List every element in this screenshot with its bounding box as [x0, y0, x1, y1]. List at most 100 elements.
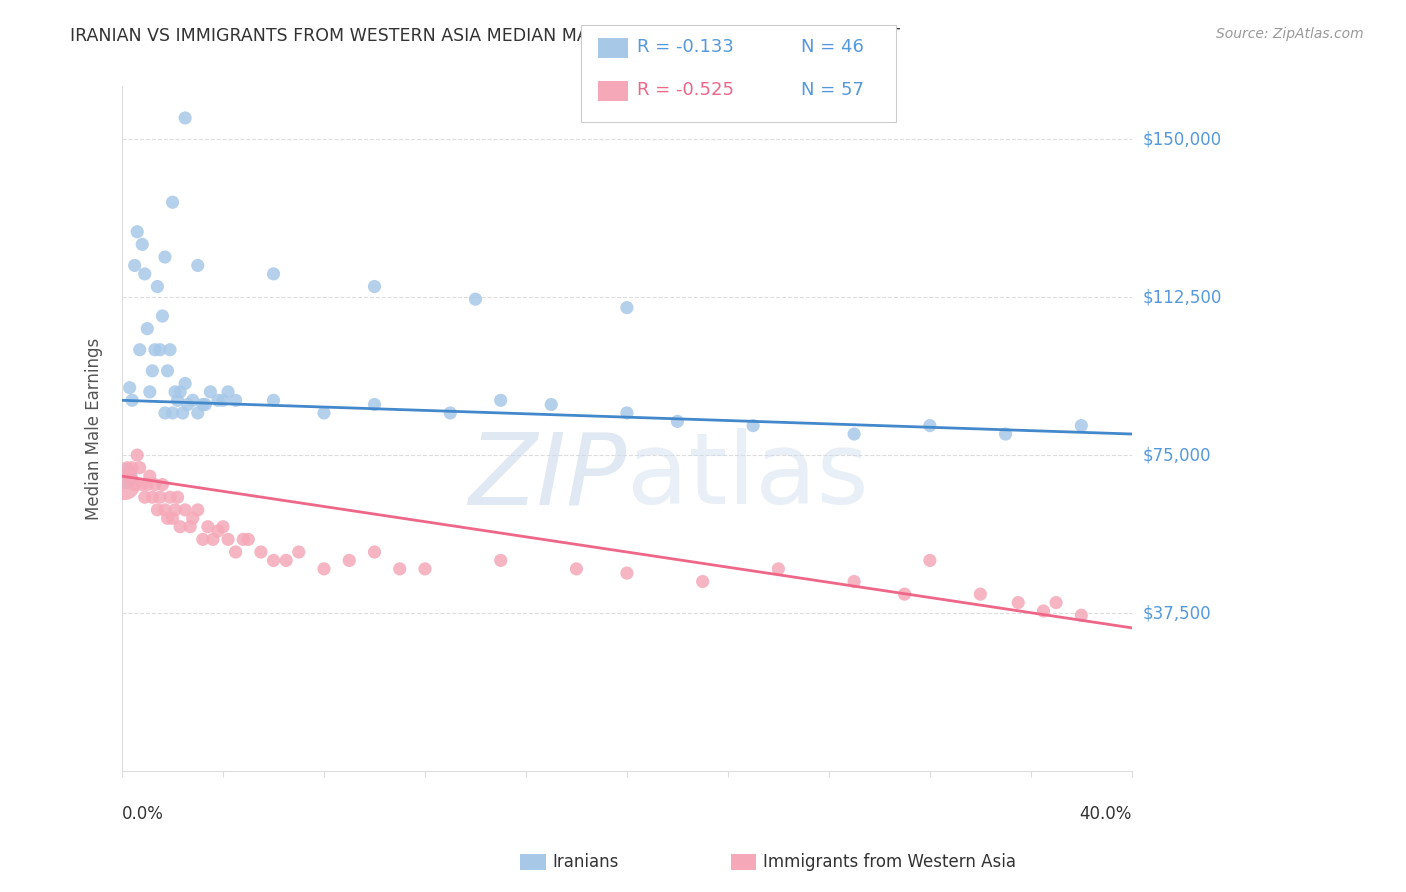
Point [225, 545, 247, 559]
Point [149, 343, 172, 357]
Point [174, 111, 197, 125]
Point [149, 490, 172, 504]
Point [232, 533, 254, 547]
Point [363, 397, 385, 411]
Text: R = -0.525: R = -0.525 [637, 81, 734, 99]
Point [139, 384, 162, 399]
Text: $150,000: $150,000 [1143, 130, 1222, 148]
Point [540, 397, 562, 411]
Point [127, 448, 149, 462]
Point [225, 393, 247, 408]
Point [312, 562, 335, 576]
Point [217, 533, 239, 547]
Point [616, 301, 638, 315]
Text: Immigrants from Western Asia: Immigrants from Western Asia [763, 853, 1017, 871]
Point [742, 418, 765, 433]
Point [388, 562, 411, 576]
Point [187, 259, 209, 273]
Point [489, 553, 512, 567]
Point [162, 511, 184, 525]
Point [1070, 608, 1092, 623]
Point [413, 562, 436, 576]
Point [134, 267, 156, 281]
Point [337, 553, 360, 567]
Text: atlas: atlas [627, 428, 869, 525]
Point [616, 406, 638, 420]
Text: Source: ZipAtlas.com: Source: ZipAtlas.com [1216, 27, 1364, 41]
Point [141, 490, 163, 504]
Point [616, 566, 638, 580]
Point [156, 364, 179, 378]
Point [181, 393, 204, 408]
Point [165, 503, 187, 517]
Point [207, 393, 229, 408]
Point [162, 195, 184, 210]
Point [172, 406, 194, 420]
Point [136, 321, 159, 335]
Point [212, 393, 235, 408]
Point [169, 384, 191, 399]
Point [187, 503, 209, 517]
Point [156, 511, 179, 525]
Point [166, 490, 188, 504]
Y-axis label: Median Male Earnings: Median Male Earnings [86, 338, 103, 520]
Point [1045, 596, 1067, 610]
Point [263, 267, 285, 281]
Point [153, 406, 176, 420]
Point [969, 587, 991, 601]
Point [893, 587, 915, 601]
Point [134, 490, 156, 504]
Point [152, 477, 174, 491]
Point [287, 545, 309, 559]
Point [165, 384, 187, 399]
Point [197, 519, 219, 533]
Point [128, 460, 150, 475]
Point [1070, 418, 1092, 433]
Point [153, 503, 176, 517]
Point [217, 384, 239, 399]
Point [489, 393, 512, 408]
Point [363, 545, 385, 559]
Point [176, 397, 198, 411]
Point [174, 503, 197, 517]
Point [191, 533, 214, 547]
Text: IRANIAN VS IMMIGRANTS FROM WESTERN ASIA MEDIAN MALE EARNINGS CORRELATION CHART: IRANIAN VS IMMIGRANTS FROM WESTERN ASIA … [70, 27, 900, 45]
Point [114, 469, 136, 483]
Point [121, 393, 143, 408]
Point [201, 533, 224, 547]
Point [238, 533, 260, 547]
Point [159, 343, 181, 357]
Point [439, 406, 461, 420]
Text: 40.0%: 40.0% [1080, 805, 1132, 823]
Point [194, 397, 217, 411]
Text: 0.0%: 0.0% [122, 805, 165, 823]
Point [146, 503, 169, 517]
Point [263, 553, 285, 567]
Point [139, 469, 162, 483]
Point [118, 469, 141, 483]
Text: N = 46: N = 46 [801, 38, 865, 56]
Point [666, 414, 689, 428]
Point [128, 343, 150, 357]
Text: $112,500: $112,500 [1143, 288, 1222, 306]
Point [191, 397, 214, 411]
Point [565, 562, 588, 576]
Point [464, 292, 486, 306]
Point [115, 460, 138, 475]
Point [153, 250, 176, 264]
Point [1032, 604, 1054, 618]
Point [143, 477, 166, 491]
Text: N = 57: N = 57 [801, 81, 865, 99]
Point [276, 553, 298, 567]
Point [918, 553, 941, 567]
Text: Iranians: Iranians [553, 853, 619, 871]
Point [363, 279, 385, 293]
Point [162, 406, 184, 420]
Point [842, 574, 865, 589]
Point [187, 406, 209, 420]
Text: R = -0.133: R = -0.133 [637, 38, 734, 56]
Point [152, 309, 174, 323]
Text: $37,500: $37,500 [1143, 604, 1212, 622]
Point [127, 225, 149, 239]
Point [118, 381, 141, 395]
